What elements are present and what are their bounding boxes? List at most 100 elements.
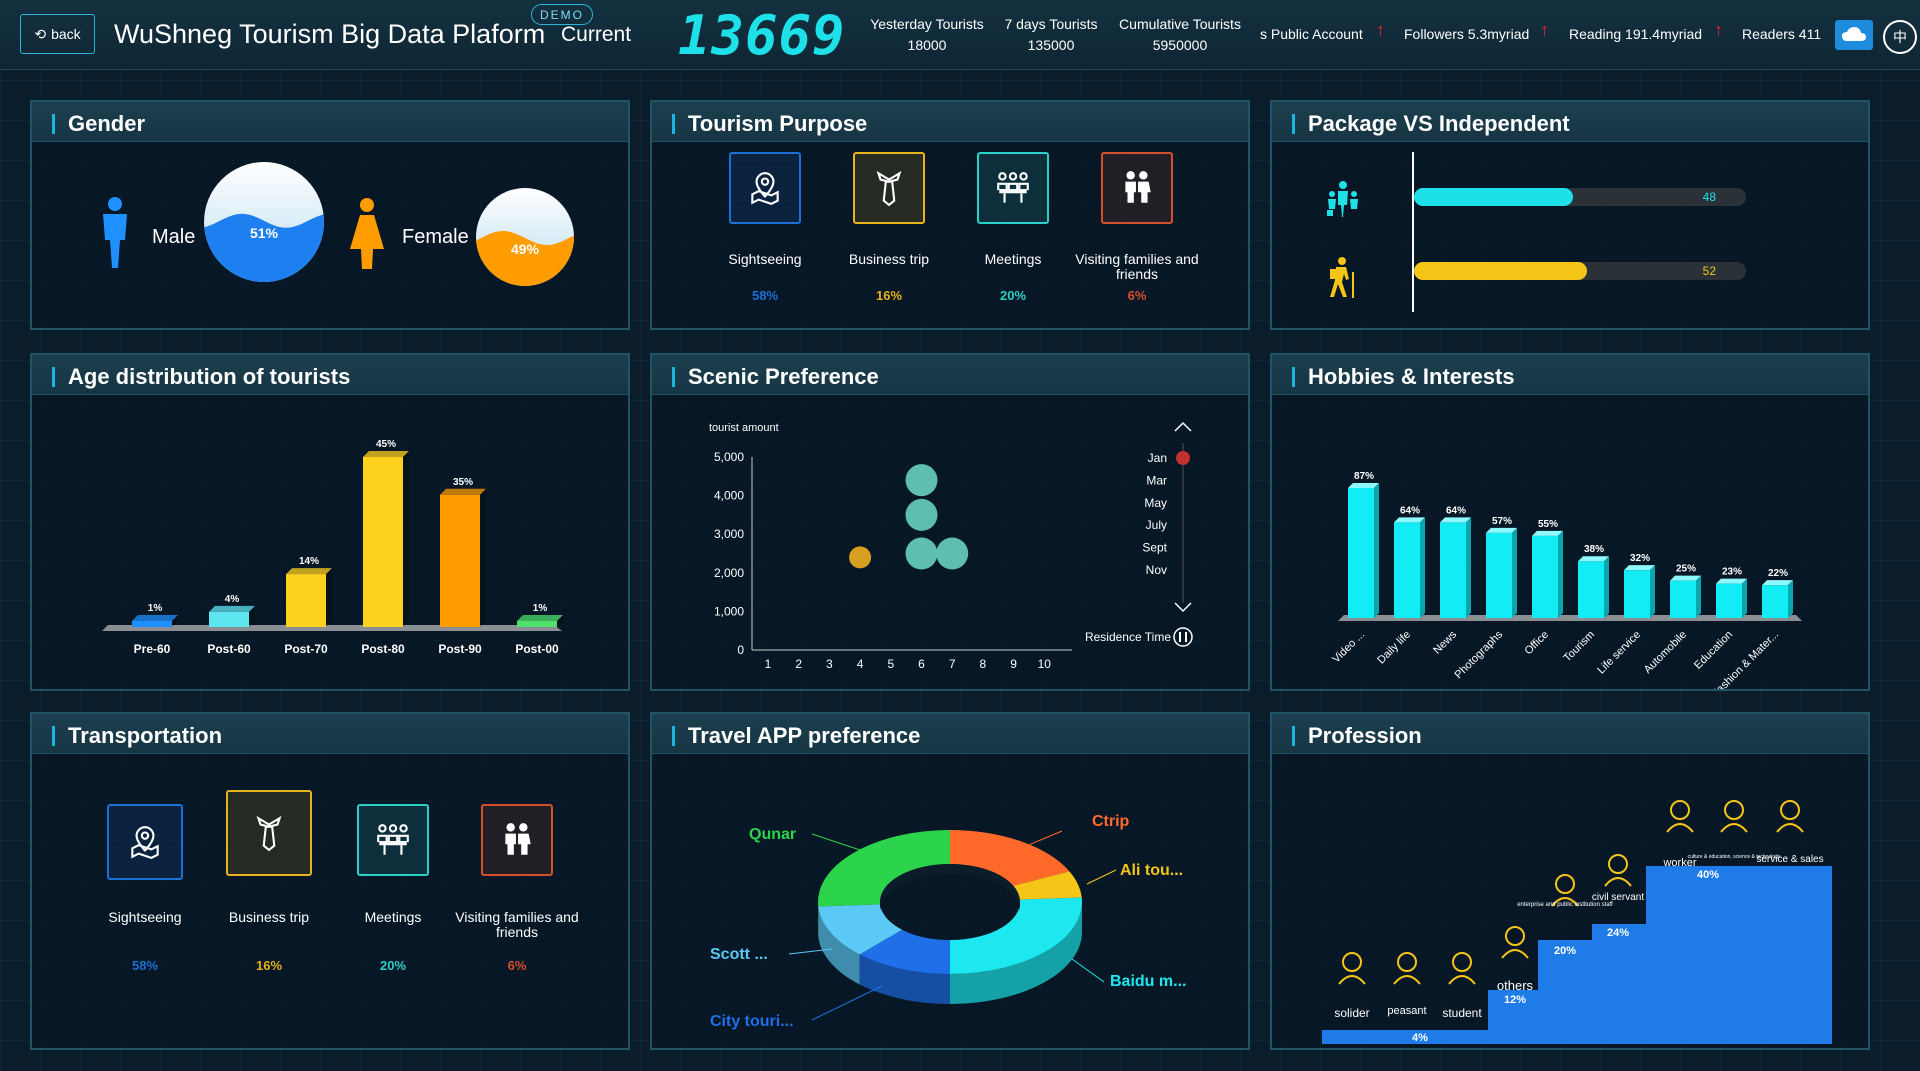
hobby-category-label: Office <box>1522 629 1551 658</box>
stat-label: 7 days Tourists <box>1004 16 1098 32</box>
purpose-label: Business trip <box>228 909 310 925</box>
transportation-panel: Transportation Sightseeing 58% Business tr… <box>30 712 630 1050</box>
donut-slice[interactable] <box>950 897 1082 974</box>
panel-header: Package VS Independent <box>1272 102 1868 142</box>
timeline-handle[interactable] <box>1176 451 1190 465</box>
scatter-point[interactable] <box>905 464 938 497</box>
hobby-bar <box>1716 578 1747 618</box>
scatter-point[interactable] <box>905 537 938 570</box>
stat-value: 135000 <box>1027 37 1075 53</box>
panel-title: Tourism Purpose <box>688 111 868 136</box>
package-bar-value: 48 <box>1702 190 1716 204</box>
scatter-point[interactable] <box>905 498 938 531</box>
panel-header: Age distribution of tourists <box>32 355 628 395</box>
age-distribution-panel: Age distribution of tourists 1% Pre-60 4% P… <box>30 353 630 691</box>
timeline-month-label: July <box>1146 518 1167 532</box>
panel-accent <box>1292 726 1295 746</box>
back-button[interactable]: ⟲ back <box>20 14 95 54</box>
stat-label: Cumulative Tourists <box>1119 16 1241 32</box>
y-axis-title: tourist amount <box>709 422 779 434</box>
pause-button[interactable] <box>1173 627 1193 647</box>
donut-slice[interactable] <box>950 830 1070 886</box>
x-tick-label: 9 <box>1010 657 1017 671</box>
cloud-icon[interactable] <box>1835 20 1873 50</box>
panel-accent <box>1292 114 1295 134</box>
hobby-bar-value: 38% <box>1584 544 1604 555</box>
language-button[interactable]: 中 <box>1883 20 1917 54</box>
hobby-category-label: Tourism <box>1561 629 1597 665</box>
x-tick-label: 6 <box>918 657 925 671</box>
age-bar <box>363 451 409 627</box>
age-bar-value: 1% <box>533 603 548 614</box>
age-category-label: Post-70 <box>284 642 328 656</box>
age-bar-value: 45% <box>376 439 396 450</box>
purpose-label: Sightseeing <box>728 251 802 267</box>
student-icon <box>1448 952 1476 985</box>
hobby-bar <box>1670 575 1701 618</box>
timeline-up-icon[interactable] <box>1174 421 1192 432</box>
up-arrow-icon: ↑ <box>1376 20 1385 40</box>
package-independent-panel: Package VS Independent 48 52 <box>1270 100 1870 330</box>
hobbies-bar-chart: 87% Video ... 64% Daily life 64% News 57% Photo… <box>1330 471 1802 689</box>
donut-label: Ctrip <box>1092 813 1130 830</box>
timeline-month-label: Mar <box>1146 473 1167 487</box>
donut-label: Ali tou... <box>1120 862 1183 879</box>
panel-accent <box>672 114 675 134</box>
purpose-pct: 6% <box>1127 288 1147 303</box>
donut-leader-line <box>811 833 873 855</box>
profession-label: civil servant <box>1592 892 1644 903</box>
map-pin-icon <box>729 152 801 224</box>
worker-icon <box>1666 800 1694 833</box>
package-bar-track: 52 <box>1414 262 1746 280</box>
scatter-point[interactable] <box>849 546 872 569</box>
current-label: Current <box>561 23 632 46</box>
hobby-bar <box>1394 517 1425 618</box>
profession-pct: 20% <box>1554 945 1576 957</box>
panel-title: Profession <box>1308 723 1422 748</box>
donut-slice[interactable] <box>818 904 903 955</box>
female-label: Female <box>402 226 469 248</box>
hobby-category-label: Video ... <box>1330 629 1367 666</box>
donut-label: City touri... <box>710 1013 794 1030</box>
donut-slice[interactable] <box>818 830 950 907</box>
donut-hole <box>880 864 1020 912</box>
age-bar <box>440 488 486 627</box>
timeline-down-icon[interactable] <box>1174 602 1192 613</box>
x-tick-label: 4 <box>857 657 864 671</box>
purpose-label: Sightseeing <box>108 909 182 925</box>
public-account-label: s Public Account <box>1260 26 1363 42</box>
male-water-gauge: 51% <box>204 162 324 282</box>
panel-accent <box>672 367 675 387</box>
up-arrow-icon: ↑ <box>1540 20 1549 40</box>
back-icon: ⟲ <box>34 25 47 42</box>
male-pct: 51% <box>250 225 279 241</box>
scatter-point[interactable] <box>936 537 969 570</box>
panel-accent <box>52 367 55 387</box>
scenic-scatter-chart: tourist amount 0 1,000 2,000 3,000 4,000 5,000… <box>709 421 1193 671</box>
age-category-label: Pre-60 <box>134 642 171 656</box>
hobby-category-label: Photographs <box>1453 628 1506 681</box>
x-tick-label: 7 <box>949 657 956 671</box>
hobby-category-label: Automobile <box>1642 629 1689 676</box>
hobby-bar-value: 87% <box>1354 471 1374 482</box>
scenic-preference-panel: Scenic Preference tourist amount 0 1,000 2,… <box>650 353 1250 691</box>
profession-pct: 40% <box>1697 869 1719 881</box>
hobby-bar <box>1578 556 1609 618</box>
x-tick-label: 10 <box>1038 657 1052 671</box>
group-icon <box>1327 181 1358 217</box>
age-bar-value: 4% <box>225 594 240 605</box>
donut-label: Baidu m... <box>1110 973 1186 990</box>
panel-header: Transportation <box>32 714 628 754</box>
language-label: 中 <box>1893 29 1907 45</box>
donut-slice[interactable] <box>859 929 950 974</box>
hobby-category-label: Life service <box>1595 629 1643 677</box>
package-bar-value: 52 <box>1702 264 1716 278</box>
hobby-bar-value: 32% <box>1630 553 1650 564</box>
panel-title: Scenic Preference <box>688 364 879 389</box>
age-category-label: Post-90 <box>438 642 482 656</box>
hobby-category-label: Daily life <box>1375 629 1413 667</box>
donut-slice[interactable] <box>1013 871 1082 900</box>
hobby-bar-value: 64% <box>1400 505 1420 516</box>
donut-label: Qunar <box>749 826 796 843</box>
panel-header: Tourism Purpose <box>652 102 1248 142</box>
